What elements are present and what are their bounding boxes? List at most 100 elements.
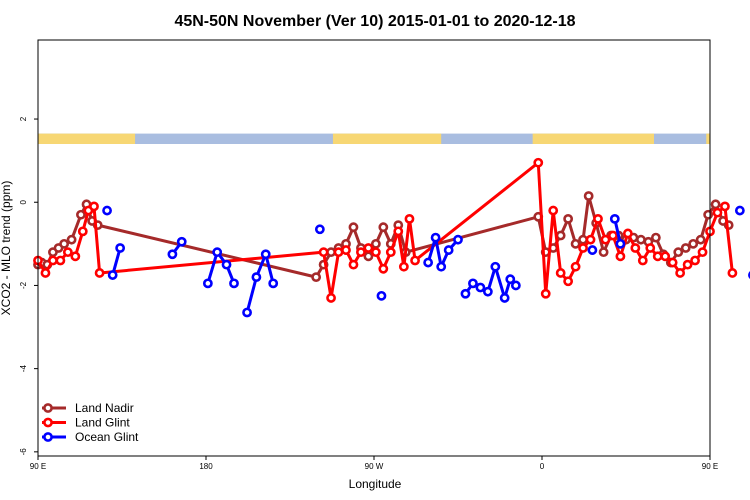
land-glint-point xyxy=(540,288,551,299)
land-nadir-point xyxy=(555,230,566,241)
land-nadir-point xyxy=(570,238,581,249)
ocean-glint-point xyxy=(443,245,454,255)
land-nadir-point xyxy=(703,209,714,220)
land-nadir-point xyxy=(563,213,574,224)
land-glint-point xyxy=(585,234,596,245)
land-glint-point xyxy=(637,255,648,266)
land-glint-point xyxy=(667,257,678,268)
legend-label: Land Nadir xyxy=(75,401,134,415)
y-tick-label: 0 xyxy=(19,199,28,204)
land-glint-point xyxy=(570,261,581,272)
land-nadir-point xyxy=(378,222,389,233)
land-glint-point xyxy=(593,213,603,224)
ocean-glint-point xyxy=(436,261,447,272)
ocean-glint-point xyxy=(587,245,598,255)
ocean-glint-point xyxy=(115,243,126,253)
land-nadir-point xyxy=(76,209,86,220)
legend-swatch-point xyxy=(43,432,53,442)
land-glint-point xyxy=(385,247,396,258)
land-glint-point xyxy=(645,243,656,253)
land-glint-point xyxy=(326,293,336,303)
land-glint-point xyxy=(660,251,671,262)
land-glint-point xyxy=(55,255,66,266)
land-glint-point xyxy=(341,245,351,255)
land-glint-point xyxy=(393,226,404,237)
land-glint-point xyxy=(533,157,544,168)
legend-item-land-nadir: Land Nadir xyxy=(42,401,134,415)
land-glint-point xyxy=(398,261,409,272)
land-glint-point xyxy=(378,263,389,274)
land-nadir-point xyxy=(673,247,684,258)
legend-item-land-glint: Land Glint xyxy=(42,416,130,430)
ocean-glint-point xyxy=(423,257,434,268)
land-glint-point xyxy=(578,243,588,253)
ocean-glint-point xyxy=(734,205,745,216)
ocean-glint-point xyxy=(499,293,510,303)
legend-label: Ocean Glint xyxy=(75,430,139,444)
ocean-glint-point xyxy=(475,282,486,293)
land-glint-point xyxy=(690,255,700,266)
land-glint-point xyxy=(348,259,359,270)
y-axis-label: XCO2 - MLO trend (ppm) xyxy=(0,181,13,316)
land-glint-point xyxy=(89,201,99,212)
land-glint-point xyxy=(563,276,574,287)
land-nadir-point xyxy=(695,234,706,245)
ocean-glint-point xyxy=(251,272,262,283)
land-glint-point xyxy=(675,268,686,278)
ocean-glint-line xyxy=(245,252,275,313)
legend-item-ocean-glint: Ocean Glint xyxy=(42,430,139,444)
x-axis-label: Longitude xyxy=(349,477,402,491)
ocean-glint-point xyxy=(268,278,279,289)
land-glint-point xyxy=(370,247,381,258)
land-glint-point xyxy=(720,201,730,212)
land-glint-point xyxy=(62,247,73,258)
y-tick-label: -2 xyxy=(19,281,28,289)
ocean-glint-point xyxy=(176,236,187,247)
land-band-3 xyxy=(706,133,710,144)
land-nadir-point xyxy=(363,251,374,262)
land-nadir-point xyxy=(326,247,336,258)
land-glint-point xyxy=(600,234,611,245)
land-glint-point xyxy=(682,259,693,270)
land-glint-point xyxy=(94,268,105,278)
land-glint-point xyxy=(697,247,708,258)
ocean-glint-point xyxy=(221,259,232,270)
land-nadir-point xyxy=(348,222,359,233)
ocean-glint-point xyxy=(260,249,271,260)
legend-swatch-point xyxy=(43,417,53,428)
ocean-glint-point xyxy=(609,213,620,224)
ocean-glint-point xyxy=(212,247,223,258)
ocean-glint-point xyxy=(468,278,478,289)
ocean-glint-point xyxy=(482,286,493,297)
land-nadir-point xyxy=(650,232,661,243)
y-axis: 2 0 -2 -4 -6 xyxy=(19,116,38,455)
land-glint-point xyxy=(404,213,415,224)
ocean-glint-point xyxy=(376,290,387,301)
land-nadir-point xyxy=(66,234,77,245)
ocean-glint-point xyxy=(167,249,178,260)
ocean-glint-point xyxy=(102,205,112,216)
ocean-glint-point xyxy=(490,261,501,272)
land-glint-point xyxy=(548,205,559,216)
x-tick-label: 90 E xyxy=(702,462,718,471)
land-glint-point xyxy=(356,247,366,258)
land-nadir-point xyxy=(583,191,594,201)
land-nadir-point xyxy=(311,272,322,283)
land-glint-point xyxy=(622,228,633,239)
x-tick-label: 0 xyxy=(540,462,545,471)
land-glint-point xyxy=(727,268,738,278)
land-glint-point xyxy=(608,230,618,241)
land-ocean-strip xyxy=(38,133,710,144)
land-glint-point xyxy=(318,247,329,258)
land-nadir-point xyxy=(680,243,691,253)
legend-label: Land Glint xyxy=(75,416,130,430)
land-glint-point xyxy=(70,251,81,262)
y-tick-label: 2 xyxy=(19,116,28,121)
land-glint-point xyxy=(555,268,566,278)
y-tick-label: -4 xyxy=(19,365,28,373)
ocean-glint-point xyxy=(107,270,118,280)
ocean-glint-point xyxy=(430,232,441,243)
legend-swatch-point xyxy=(43,403,53,413)
